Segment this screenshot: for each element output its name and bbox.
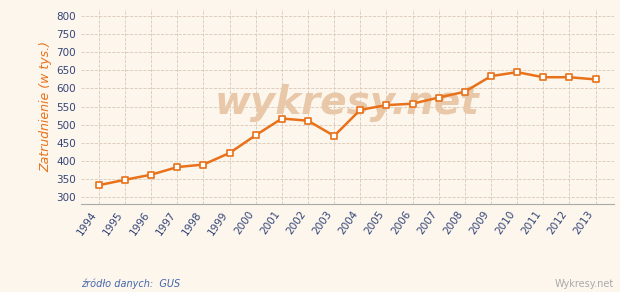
Point — [538, 75, 548, 79]
Text: Wykresy.net: Wykresy.net — [554, 279, 614, 289]
Point — [172, 165, 182, 169]
Point — [590, 77, 600, 82]
Point — [407, 101, 417, 106]
Text: wykresy.net: wykresy.net — [215, 84, 480, 122]
Point — [381, 103, 391, 107]
Point — [355, 107, 365, 112]
Point — [564, 75, 574, 79]
Point — [94, 183, 104, 187]
Point — [146, 172, 156, 177]
Point — [460, 89, 470, 94]
Point — [512, 70, 522, 74]
Text: źródło danych:  GUS: źródło danych: GUS — [81, 279, 180, 289]
Y-axis label: Zatrudnienie (w tys.): Zatrudnienie (w tys.) — [39, 41, 52, 172]
Point — [486, 74, 496, 79]
Point — [120, 178, 130, 182]
Point — [303, 118, 313, 123]
Point — [329, 134, 339, 138]
Point — [434, 95, 444, 100]
Point — [198, 162, 208, 167]
Point — [250, 133, 260, 138]
Point — [224, 151, 234, 155]
Point — [277, 116, 287, 121]
